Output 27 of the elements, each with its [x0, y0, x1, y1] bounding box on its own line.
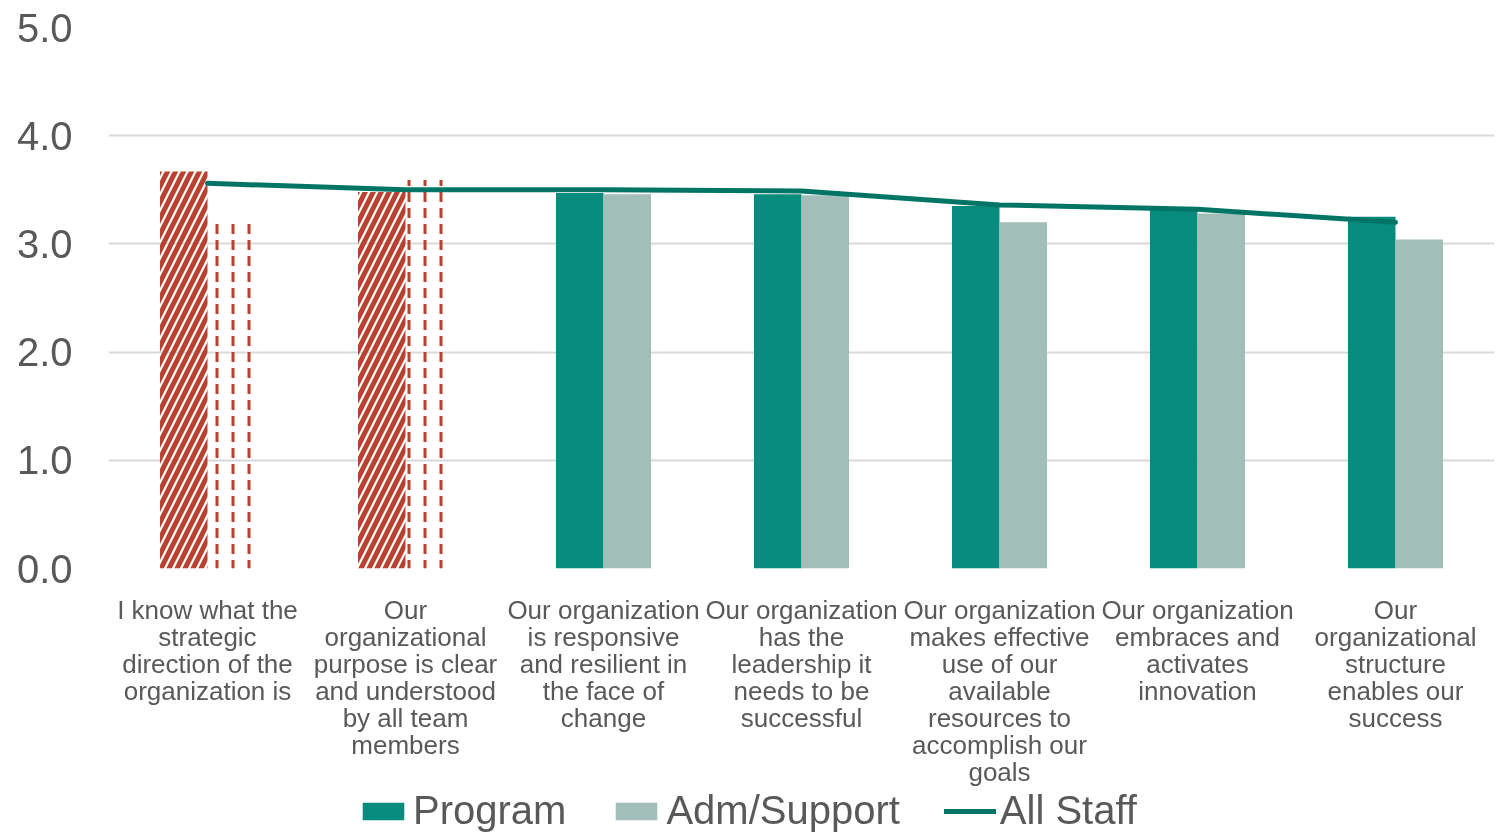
bar [159, 171, 208, 569]
bar [999, 222, 1048, 569]
bar [951, 206, 1000, 569]
bar [603, 194, 652, 569]
x-tick-label: Our organizational structure enables our success [1314, 594, 1477, 733]
bar [1395, 239, 1444, 569]
legend-label: Adm/Support [666, 788, 900, 833]
x-tick-label: Our organization makes effective use of our available resources to accomplish our goals [903, 594, 1096, 787]
bar [357, 191, 406, 569]
bar [555, 193, 604, 569]
x-tick-label: Our organization embraces and activates innovation [1101, 594, 1294, 706]
y-tick-label: 0.0 [16, 546, 73, 591]
x-tick-label: Our organization is responsive and resilient in the face of change [507, 594, 700, 733]
bar [753, 194, 802, 569]
legend-label: Program [413, 788, 567, 833]
y-tick-label: 2.0 [16, 330, 73, 375]
bar [801, 195, 850, 569]
x-tick-label: I know what the strategic direction of the organization is [117, 594, 298, 706]
y-tick-label: 4.0 [16, 113, 73, 158]
legend-label: All Staff [999, 788, 1137, 833]
y-tick-label: 3.0 [16, 221, 73, 266]
bar [1197, 213, 1246, 569]
x-tick-label: Our organizational purpose is clear and understood by all team members [313, 594, 498, 760]
y-tick-label: 1.0 [16, 438, 73, 483]
bar [1347, 216, 1396, 569]
y-tick-label: 5.0 [16, 5, 73, 50]
x-tick-label: Our organization has the leadership it needs to be successful [705, 594, 898, 733]
